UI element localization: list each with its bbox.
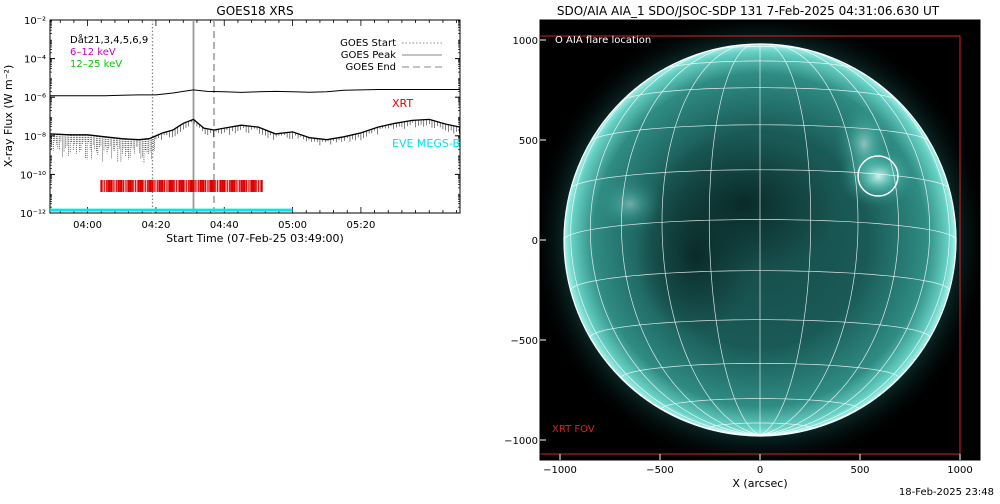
coronal-hole-region <box>636 176 756 336</box>
xrt-fov-label: XRT FOV <box>552 424 595 435</box>
goes-y-tick-label: 10⁻¹⁰ <box>20 170 46 181</box>
goes-chart-title: GOES18 XRS <box>216 4 293 18</box>
latitude-line <box>713 46 807 50</box>
aia-y-tick-label: 500 <box>519 136 538 147</box>
longitude-line <box>759 46 931 436</box>
longitude-line <box>759 44 899 436</box>
active-region-glow <box>834 104 894 184</box>
goes-y-tick-label: 10⁻⁶ <box>24 93 46 104</box>
goes-x-tick-label: 04:40 <box>210 220 239 231</box>
aia-image-title: SDO/AIA AIA_1 SDO/JSOC-SDP 131 7-Feb-202… <box>557 4 940 18</box>
aia-x-axis-label: X (arcsec) <box>732 477 787 490</box>
longitude-line <box>759 59 950 436</box>
solar-limb <box>563 43 957 437</box>
longitude-line <box>661 44 761 436</box>
goes-plot-frame <box>49 19 461 214</box>
latitude-line <box>590 124 930 141</box>
goes-y-tick-label: 10⁻² <box>24 16 46 27</box>
goes-y-tick-label: 10⁻⁸ <box>24 132 46 143</box>
aia-x-tick-label: 500 <box>850 465 869 476</box>
xrt-label: XRT <box>392 97 413 110</box>
goes-legend-left-entry: 6–12 keV <box>70 47 116 58</box>
longitude-line <box>708 44 761 436</box>
goes-legend-right-entry: GOES Peak <box>341 50 396 61</box>
goes-y-tick-label: 10⁻¹² <box>20 209 46 220</box>
latitude-line <box>663 60 857 70</box>
goes-x-tick-label: 04:00 <box>73 220 102 231</box>
aia-x-tick-label: −500 <box>646 465 673 476</box>
latitude-line <box>589 319 931 338</box>
latitude-line <box>563 219 957 241</box>
goes-legend-left-entry: 12–25 keV <box>70 59 122 70</box>
aia-x-tick-label: 0 <box>757 465 763 476</box>
latitude-line <box>621 362 899 378</box>
eve-megs-label: EVE MEGS-B <box>392 137 460 150</box>
goes-x-axis-label: Start Time (07-Feb-25 03:49:00) <box>166 232 344 245</box>
heliographic-grid <box>563 44 957 436</box>
goes-legend-right-entry: GOES End <box>346 62 396 73</box>
latitude-line <box>570 270 950 291</box>
goes-x-tick-label: 04:20 <box>142 220 171 231</box>
longitude-line <box>570 59 761 436</box>
longitude-line <box>589 46 761 436</box>
goes-x-tick-label: 05:00 <box>278 220 307 231</box>
aia-x-tick-label: 1000 <box>947 465 972 476</box>
aia-image-panel: SDO/AIA AIA_1 SDO/JSOC-SDP 131 7-Feb-202… <box>500 0 1000 500</box>
aia-y-tick-label: 0 <box>532 236 538 247</box>
goes-xrs-panel: GOES18 XRS 10⁻¹² 10⁻¹⁰ 10⁻⁸ 10⁻⁶ 10⁻⁴ 10⁻² 04… <box>0 0 500 500</box>
longitude-line <box>621 44 761 436</box>
aia-x-tick-label: −1000 <box>543 465 577 476</box>
goes-legend-right-entry: GOES Start <box>340 38 396 49</box>
longitude-line <box>759 44 812 436</box>
goes-x-tick-label: 05:20 <box>347 220 376 231</box>
flare-location-marker <box>857 155 899 197</box>
aia-y-tick-label: −1000 <box>504 436 538 447</box>
aia-solar-image: SDO/AIA AIA_1 SDO/JSOC-SDP 131 7-Feb-202… <box>504 4 981 490</box>
latitude-line <box>570 169 950 189</box>
footer-timestamp: 18-Feb-2025 23:48 <box>898 487 994 498</box>
longitude-line <box>759 44 859 436</box>
goes-y-tick-label: 10⁻⁴ <box>24 55 46 66</box>
latitude-line <box>661 398 859 409</box>
goes-legend-left-entry: Dåt21,3,4,5,6,9 <box>70 33 148 46</box>
latitude-line <box>622 87 898 101</box>
aia-y-tick-label: −500 <box>511 336 538 347</box>
flare-location-legend: O AIA flare location <box>555 35 651 46</box>
goes-xrs-chart: GOES18 XRS 10⁻¹² 10⁻¹⁰ 10⁻⁸ 10⁻⁶ 10⁻⁴ 10⁻² 04… <box>2 4 461 245</box>
aia-y-tick-label: 1000 <box>513 36 538 47</box>
active-region-glow <box>595 174 665 234</box>
goes-y-axis-label: X-ray Flux (W m⁻²) <box>2 65 15 167</box>
latitude-line <box>708 422 812 429</box>
goes-long-channel-line <box>50 89 460 97</box>
xrt-fov-box <box>540 35 961 455</box>
